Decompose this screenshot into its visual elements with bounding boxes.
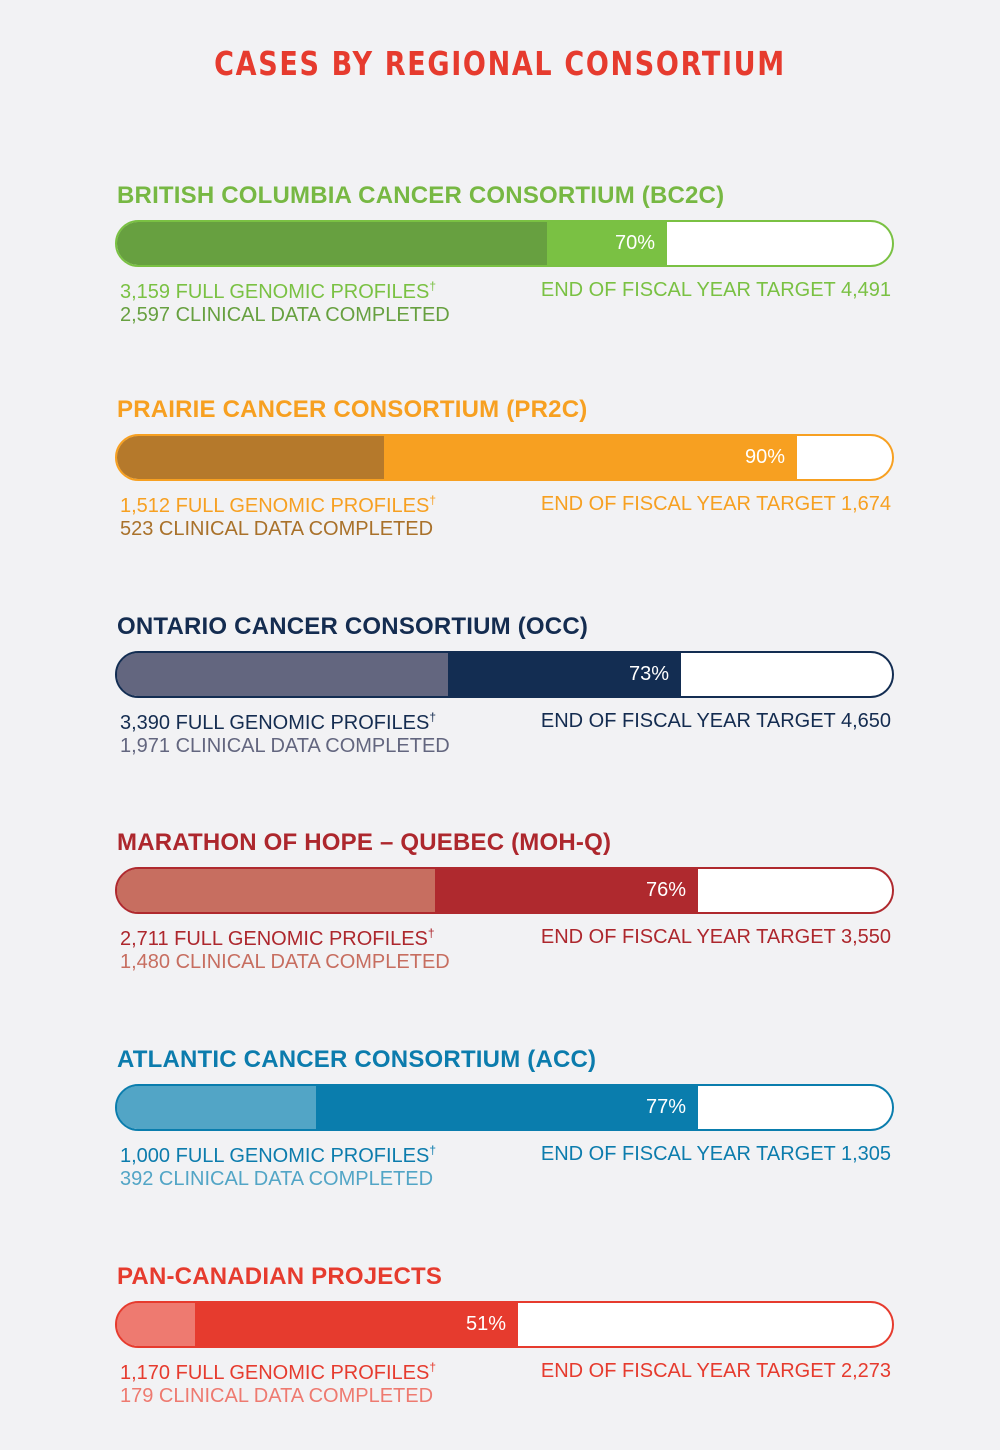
target-text: END OF FISCAL YEAR TARGET 3,550 xyxy=(540,926,891,948)
target-text: END OF FISCAL YEAR TARGET 4,650 xyxy=(540,710,891,732)
clinical-data-text: 179 CLINICAL DATA COMPLETED xyxy=(120,1385,434,1407)
full-profiles-label: 3,159 FULL GENOMIC PROFILES xyxy=(120,281,430,303)
full-profiles-label: 3,390 FULL GENOMIC PROFILES xyxy=(120,712,430,734)
dagger-icon: † xyxy=(429,1360,437,1374)
consortium-name: PRAIRIE CANCER CONSORTIUM (PR2C) xyxy=(117,396,588,423)
clinical-data-text: 523 CLINICAL DATA COMPLETED xyxy=(120,518,434,540)
full-profiles-label: 2,711 FULL GENOMIC PROFILES xyxy=(120,928,428,950)
clinical-data-text: 1,480 CLINICAL DATA COMPLETED xyxy=(120,951,450,973)
full-profiles-text: 1,170 FULL GENOMIC PROFILES† xyxy=(120,1360,436,1385)
full-profiles-text: 1,000 FULL GENOMIC PROFILES† xyxy=(120,1143,436,1168)
percent-label: 90% xyxy=(744,446,785,468)
clinical-data-text: 1,971 CLINICAL DATA COMPLETED xyxy=(120,735,450,757)
percent-label: 76% xyxy=(645,879,686,901)
clinical-data-segment xyxy=(117,1086,316,1129)
consortium-name: ATLANTIC CANCER CONSORTIUM (ACC) xyxy=(117,1046,597,1073)
clinical-data-text: 2,597 CLINICAL DATA COMPLETED xyxy=(120,304,450,326)
dagger-icon: † xyxy=(427,926,435,940)
dagger-icon: † xyxy=(429,1143,437,1157)
progress-bar: 90% xyxy=(115,434,894,481)
progress-bar: 70% xyxy=(115,220,894,267)
percent-label: 73% xyxy=(628,663,669,685)
clinical-data-segment xyxy=(117,222,547,265)
clinical-data-segment xyxy=(117,869,435,912)
full-profiles-label: 1,512 FULL GENOMIC PROFILES xyxy=(120,495,430,517)
progress-bar: 51% xyxy=(115,1301,894,1348)
target-text: END OF FISCAL YEAR TARGET 1,305 xyxy=(540,1143,891,1165)
consortium-name: BRITISH COLUMBIA CANCER CONSORTIUM (BC2C… xyxy=(117,182,725,209)
percent-label: 77% xyxy=(645,1096,686,1118)
full-profiles-text: 3,159 FULL GENOMIC PROFILES† xyxy=(120,279,436,304)
target-text: END OF FISCAL YEAR TARGET 1,674 xyxy=(540,493,891,515)
full-profiles-text: 3,390 FULL GENOMIC PROFILES† xyxy=(120,710,436,735)
full-profiles-text: 2,711 FULL GENOMIC PROFILES† xyxy=(120,926,435,951)
target-text: END OF FISCAL YEAR TARGET 4,491 xyxy=(540,279,891,301)
clinical-data-segment xyxy=(117,436,384,479)
clinical-data-text: 392 CLINICAL DATA COMPLETED xyxy=(120,1168,434,1190)
progress-bar: 73% xyxy=(115,651,894,698)
full-profiles-label: 1,000 FULL GENOMIC PROFILES xyxy=(120,1145,430,1167)
dagger-icon: † xyxy=(429,710,437,724)
page-title: CASES BY REGIONAL CONSORTIUM xyxy=(214,44,786,83)
consortium-name: ONTARIO CANCER CONSORTIUM (OCC) xyxy=(117,613,589,640)
consortium-name: MARATHON OF HOPE – QUEBEC (MOH-Q) xyxy=(117,829,612,856)
consortium-name: PAN-CANADIAN PROJECTS xyxy=(117,1263,443,1290)
percent-label: 70% xyxy=(614,232,655,254)
percent-label: 51% xyxy=(465,1313,506,1335)
full-profiles-text: 1,512 FULL GENOMIC PROFILES† xyxy=(120,493,436,518)
progress-bar: 76% xyxy=(115,867,894,914)
progress-bar: 77% xyxy=(115,1084,894,1131)
clinical-data-segment xyxy=(117,653,448,696)
full-profiles-label: 1,170 FULL GENOMIC PROFILES xyxy=(120,1362,430,1384)
dagger-icon: † xyxy=(429,493,437,507)
clinical-data-segment xyxy=(117,1303,195,1346)
target-text: END OF FISCAL YEAR TARGET 2,273 xyxy=(540,1360,891,1382)
dagger-icon: † xyxy=(429,279,437,293)
